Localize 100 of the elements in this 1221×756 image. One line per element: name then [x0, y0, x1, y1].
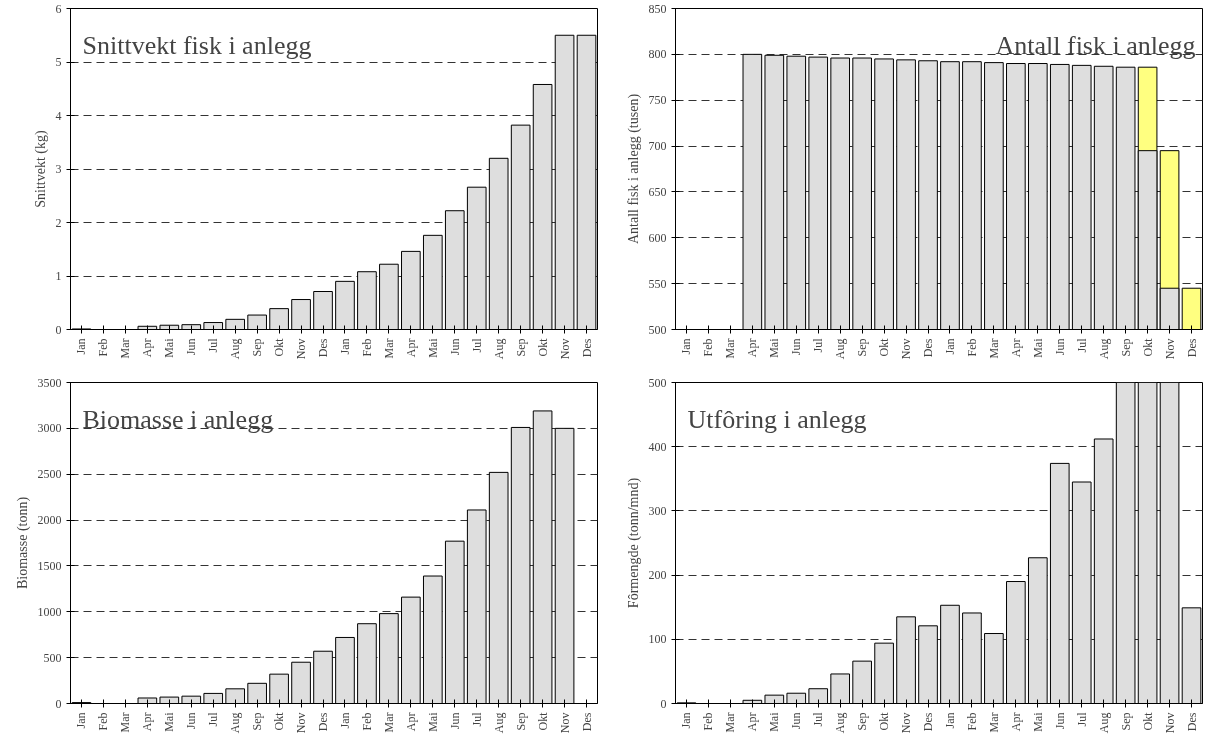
x-tick-label: Des: [579, 338, 594, 358]
y-tick-label: 400: [648, 439, 667, 454]
x-tick-label: Mar: [986, 712, 1001, 733]
x-tick-label: Nov: [1162, 712, 1177, 734]
y-tick-label: 650: [648, 184, 667, 199]
x-tick-label: Sep: [1118, 712, 1133, 731]
x-tick-label: Apr: [140, 712, 155, 732]
x-tick-label: Aug: [833, 338, 848, 360]
x-tick-label: Okt: [1140, 337, 1155, 357]
x-tick-label: Mar: [723, 338, 738, 359]
x-tick-label: Jun: [1052, 338, 1067, 356]
x-tick-label: Sep: [250, 338, 265, 357]
x-tick-label: Nov: [1162, 338, 1177, 360]
x-tick-label: Okt: [535, 337, 550, 357]
x-tick-label: Mar: [381, 338, 396, 359]
x-tick-label: Mai: [425, 711, 440, 732]
x-tick-label: Jun: [447, 338, 462, 356]
y-axis-title: Snittvekt (kg): [32, 129, 49, 208]
y-axis-title: Antall fisk i anlegg (tusen): [625, 93, 642, 245]
x-tick-label: Okt: [1140, 711, 1155, 731]
x-tick-label: Des: [1184, 338, 1199, 358]
x-tick-label: Okt: [877, 711, 892, 731]
x-tick-label: Mar: [118, 712, 133, 733]
y-tick-label: 4: [55, 108, 62, 123]
x-tick-label: Apr: [1008, 338, 1023, 358]
x-tick-label: Nov: [294, 338, 309, 360]
x-tick-label: Sep: [855, 338, 870, 357]
x-tick-label: Aug: [833, 712, 848, 734]
x-tick-label: Aug: [228, 712, 243, 734]
x-tick-label: Jul: [469, 711, 484, 727]
x-tick-label: Okt: [272, 337, 287, 357]
x-tick-label: Aug: [1096, 712, 1111, 734]
x-tick-label: Jul: [206, 337, 221, 353]
y-tick-label: 1: [55, 269, 62, 283]
y-tick-label: 800: [648, 47, 667, 62]
x-tick-label: Jan: [337, 712, 352, 729]
y-tick-label: 2: [55, 215, 62, 230]
x-tick-label: Okt: [535, 711, 550, 731]
y-tick-label: 550: [648, 276, 667, 291]
x-tick-label: Mar: [381, 712, 396, 733]
x-tick-label: Aug: [1096, 338, 1111, 360]
x-tick-label: Des: [316, 338, 331, 358]
y-tick-label: 2500: [37, 467, 62, 482]
y-tick-label: 850: [648, 1, 667, 16]
x-tick-label: Okt: [272, 711, 287, 731]
x-tick-label: Feb: [359, 338, 374, 357]
x-tick-label: Mai: [767, 711, 782, 732]
x-tick-label: Nov: [557, 712, 572, 734]
text: Utfôring i anlegg: [687, 404, 867, 434]
x-tick-label: Sep: [513, 338, 528, 357]
x-tick-label: Feb: [964, 712, 979, 731]
y-tick-label: 3000: [37, 421, 62, 436]
x-tick-label: Mai: [1030, 337, 1045, 358]
x-tick-label: Nov: [899, 338, 914, 360]
x-tick-label: Jul: [811, 711, 826, 727]
x-tick-label: Apr: [403, 338, 418, 358]
x-tick-label: Jan: [942, 712, 957, 729]
x-tick-label: Jun: [789, 338, 804, 356]
x-tick-label: Mai: [162, 337, 177, 358]
x-tick-label: Jan: [74, 712, 89, 729]
x-tick-label: Jun: [789, 712, 804, 730]
x-tick-label: Feb: [964, 338, 979, 357]
x-tick-label: Nov: [899, 712, 914, 734]
y-tick-label: 0: [660, 696, 667, 711]
x-tick-label: Des: [921, 712, 936, 732]
x-tick-label: Mar: [723, 712, 738, 733]
x-tick-label: Aug: [491, 712, 506, 734]
y-tick-label: 6: [55, 1, 62, 16]
x-tick-label: Jul: [469, 337, 484, 353]
y-tick-label: 750: [648, 93, 667, 108]
x-tick-label: Feb: [96, 338, 111, 357]
y-tick-label: 3: [55, 162, 62, 176]
y-tick-label: 0: [55, 696, 62, 711]
x-tick-label: Des: [316, 712, 331, 732]
x-tick-label: Sep: [1118, 338, 1133, 357]
x-tick-label: Aug: [228, 338, 243, 360]
x-tick-label: Feb: [96, 712, 111, 731]
y-tick-label: 500: [648, 375, 667, 390]
y-tick-label: 3500: [37, 375, 62, 390]
x-tick-label: Jun: [1052, 712, 1067, 730]
x-tick-label: Mai: [425, 337, 440, 358]
y-tick-label: 500: [648, 322, 667, 337]
x-tick-label: Des: [1184, 712, 1199, 732]
x-tick-label: Mar: [118, 338, 133, 359]
x-tick-label: Mai: [1030, 711, 1045, 732]
y-tick-label: 200: [648, 568, 667, 583]
y-tick-label: 1000: [37, 604, 62, 619]
y-tick-label: 500: [43, 650, 62, 665]
x-tick-label: Jan: [942, 338, 957, 355]
y-tick-label: 600: [648, 230, 667, 245]
x-tick-label: Apr: [745, 712, 760, 732]
text: Antall fisk i anlegg: [995, 30, 1196, 60]
x-tick-label: Mar: [986, 338, 1001, 359]
x-tick-label: Aug: [491, 338, 506, 360]
y-tick-label: 700: [648, 139, 667, 154]
x-tick-label: Jan: [74, 338, 89, 355]
x-tick-label: Mai: [767, 337, 782, 358]
x-tick-label: Jun: [184, 338, 199, 356]
y-tick-label: 2000: [37, 513, 62, 528]
x-tick-label: Mai: [162, 711, 177, 732]
